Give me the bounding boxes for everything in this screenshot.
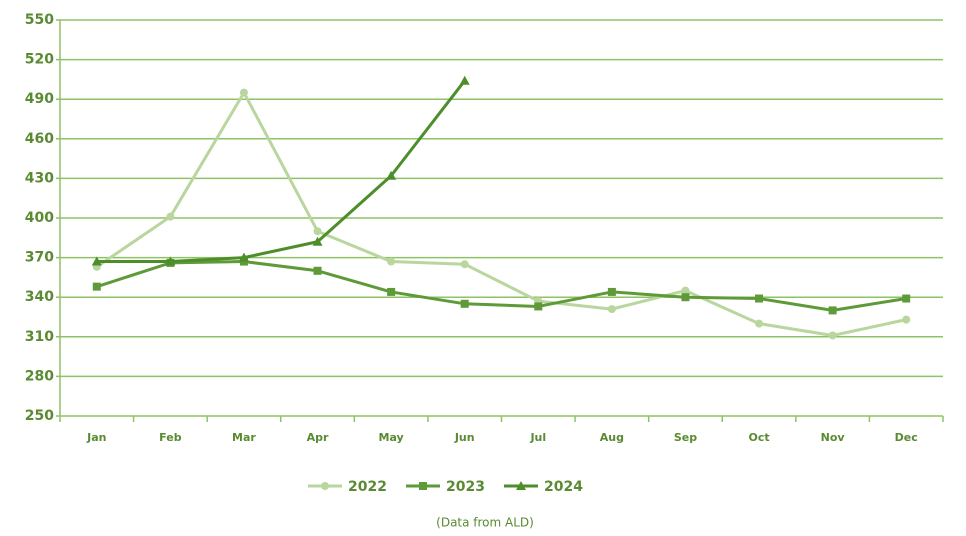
data-point [312, 236, 323, 246]
data-point [238, 252, 249, 262]
x-tick-label: Jan [86, 431, 106, 444]
data-point [607, 287, 616, 296]
data-point [902, 315, 911, 324]
note: (Data from ALD) [436, 516, 534, 530]
data-point [755, 319, 764, 328]
legend-marker [516, 481, 526, 490]
series-line [96, 79, 466, 264]
data-point [828, 306, 837, 315]
y-tick-label: 250 [25, 408, 54, 424]
y-tick-label: 400 [25, 210, 54, 226]
legend-marker [321, 482, 329, 490]
x-tick-label: Sep [674, 431, 697, 444]
data-point [902, 294, 911, 303]
data-point [460, 260, 469, 269]
data-point [239, 88, 248, 97]
data-point [681, 293, 690, 302]
data-point [607, 305, 616, 314]
y-tick-label: 460 [25, 131, 54, 147]
data-point [387, 287, 396, 296]
y-tick-label: 490 [25, 91, 54, 107]
data-point [166, 212, 175, 221]
data-point [755, 294, 764, 303]
x-tick-label: Jun [454, 431, 475, 444]
x-tick-label: Apr [307, 431, 329, 444]
y-tick-label: 550 [25, 12, 54, 28]
series-line [95, 91, 907, 337]
legend-label: 2022 [348, 479, 387, 495]
data-point [459, 75, 470, 85]
data-point [165, 256, 176, 266]
legend-label: 2024 [544, 479, 583, 495]
data-point [313, 266, 322, 275]
data-point [828, 331, 837, 340]
y-tick-label: 340 [25, 289, 54, 305]
y-tick-label: 430 [25, 170, 54, 186]
x-tick-label: Feb [159, 431, 182, 444]
data-point [681, 286, 690, 295]
y-tick-label: 520 [25, 52, 54, 68]
y-tick-label: 280 [25, 368, 54, 384]
x-tick-label: Jul [529, 431, 546, 444]
series-line [96, 260, 907, 312]
y-tick-label: 310 [25, 329, 54, 345]
data-point [534, 302, 543, 311]
data-point [91, 256, 102, 266]
data-point [92, 282, 101, 291]
x-tick-label: Oct [748, 431, 769, 444]
x-tick-label: Aug [600, 431, 624, 444]
x-tick-label: May [379, 431, 404, 444]
data-point [313, 227, 322, 236]
x-tick-label: Dec [895, 431, 918, 444]
legend-label: 2023 [446, 479, 485, 495]
data-point [387, 257, 396, 266]
data-point [460, 299, 469, 308]
x-tick-label: Nov [821, 431, 846, 444]
legend-marker [419, 482, 427, 490]
y-tick-label: 370 [25, 250, 54, 266]
data-point [386, 170, 397, 180]
x-tick-label: Mar [232, 431, 256, 444]
